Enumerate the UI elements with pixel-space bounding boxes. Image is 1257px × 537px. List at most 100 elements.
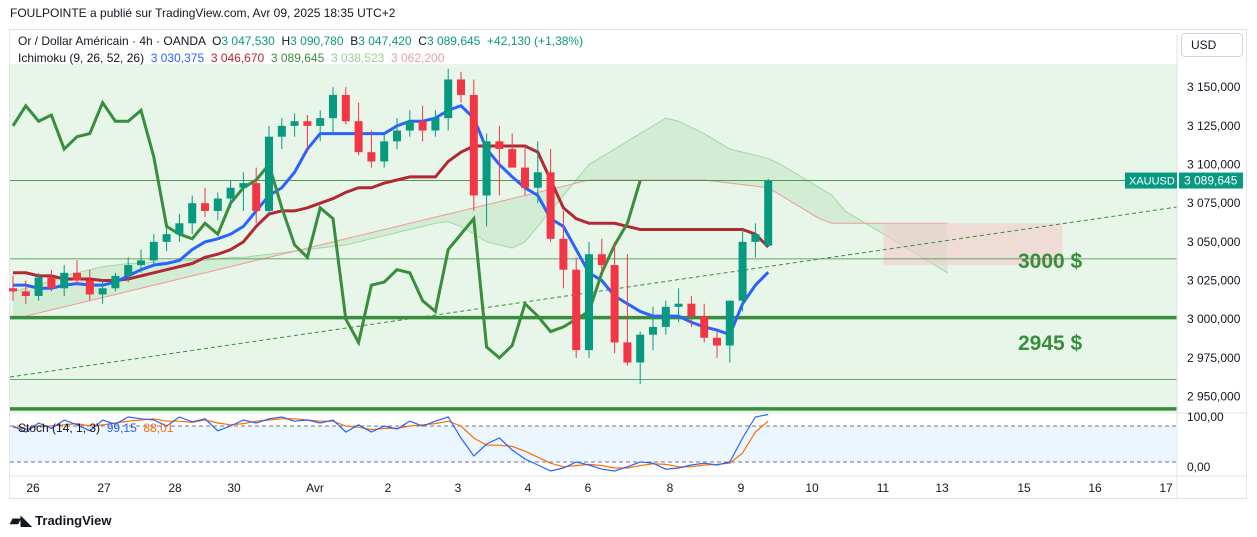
tradingview-logo[interactable]: ▰◣ TradingView [10, 512, 112, 529]
conversion-value: 3 030,375 [150, 51, 205, 65]
candle-body [457, 79, 465, 95]
candle-body [341, 94, 350, 122]
close-value: 3 089,645 [426, 34, 481, 48]
price-tick-label: 3 000,000 [1187, 312, 1241, 326]
ichimoku-cloud-future [883, 223, 1063, 266]
candle-body [149, 241, 158, 261]
price-tick-label: 2 975,000 [1187, 351, 1241, 365]
candle-body [444, 79, 453, 119]
candle-body [329, 94, 337, 119]
conversion-line [13, 104, 770, 337]
candle-body [751, 234, 760, 242]
price-tick-label: 3 100,000 [1187, 158, 1241, 172]
candle-body [623, 342, 632, 363]
open-value: 3 047,530 [221, 34, 275, 48]
candle-body [469, 94, 478, 196]
candle-body [60, 272, 69, 289]
candle-body [393, 130, 401, 142]
last-price-tag-bg [1179, 172, 1243, 189]
lagging-value: 3 089,645 [270, 51, 325, 65]
candle-body [559, 238, 568, 270]
candle-body [674, 303, 683, 307]
candle-body [738, 241, 747, 301]
price-tick-label: 2 950,000 [1187, 390, 1241, 404]
candle-body [277, 125, 286, 137]
time-tick-label: 30 [227, 481, 241, 495]
candle-body [418, 121, 427, 131]
candle-body [124, 265, 133, 276]
price-tick-label: 3 125,000 [1187, 119, 1241, 133]
trend-line [9, 206, 1178, 378]
lead2-value: 3 062,200 [391, 51, 445, 65]
candle-body [201, 203, 209, 211]
candle-body [367, 152, 376, 162]
candle-body [303, 121, 312, 126]
candle-body [111, 275, 120, 289]
stoch-k-value: 99,15 [106, 421, 137, 435]
time-tick-label: 13 [935, 481, 949, 495]
candle-body [85, 280, 94, 295]
candle-body [649, 326, 657, 335]
currency-button[interactable]: USD [1181, 33, 1243, 57]
close-label: C [418, 34, 427, 48]
candle-body [213, 198, 222, 211]
time-tick-label: 8 [667, 481, 674, 495]
low-label: B [350, 34, 359, 48]
time-tick-label: 28 [168, 481, 182, 495]
change-value: +42,130 (+1,38%) [487, 34, 584, 48]
time-tick-label: 2 [385, 481, 392, 495]
candle-body [226, 187, 235, 199]
candle-body [21, 291, 30, 296]
stoch-d-line [12, 418, 769, 469]
price-tick-label: 3 075,000 [1187, 196, 1241, 210]
candle-body [764, 180, 773, 246]
candle-body [188, 203, 197, 224]
symbol-tag-bg [1125, 172, 1177, 189]
candle-body [482, 141, 491, 196]
candle-body [610, 265, 619, 343]
time-tick-label: 26 [26, 481, 40, 495]
high-value: 3 090,780 [290, 34, 344, 48]
lagging-span [11, 99, 642, 360]
candle-body [137, 260, 145, 266]
ichimoku-legend: Ichimoku (9, 26, 52, 26) 3 030,375 3 046… [18, 51, 444, 65]
ichimoku-title[interactable]: Ichimoku (9, 26, 52, 26) [18, 51, 145, 65]
candle-body [252, 183, 261, 211]
chart-frame[interactable] [9, 29, 1247, 499]
symbol-tag: XAUUSD [1129, 176, 1175, 188]
candle-body [9, 288, 17, 292]
time-tick-label: 6 [585, 481, 592, 495]
candle-body [508, 149, 517, 168]
time-tick-label: 3 [455, 481, 462, 495]
candle-body [290, 121, 299, 126]
candle-body [354, 121, 363, 153]
publisher-caption: FOULPOINTE a publié sur TradingView.com,… [10, 6, 396, 20]
price-tick-label: 3 025,000 [1187, 274, 1241, 288]
symbol-title[interactable]: Or / Dollar Américain · 4h · OANDA [18, 34, 206, 48]
candle-body [597, 254, 606, 266]
base-value: 3 046,670 [210, 51, 265, 65]
open-label: O [212, 34, 222, 48]
stoch-band [10, 426, 1177, 462]
price-legend: Or / Dollar Américain · 4h · OANDA O3 04… [18, 34, 583, 48]
candle-body [725, 300, 734, 346]
candle-body [700, 316, 709, 338]
candle-body [34, 277, 43, 296]
candle-body [316, 118, 325, 126]
candle-body [713, 337, 721, 346]
annotation-2945: 2945 $ [1018, 332, 1083, 355]
stoch-tick-0: 0,00 [1187, 460, 1211, 474]
candle-body [661, 306, 670, 327]
time-tick-label: 10 [805, 481, 819, 495]
last-price-tag: 3 089,645 [1184, 174, 1238, 188]
candle-body [98, 288, 107, 295]
stoch-title[interactable]: Stoch (14, 1, 3) [18, 421, 101, 435]
candle-body [521, 167, 529, 188]
time-tick-label: 4 [525, 481, 532, 495]
stoch-tick-100: 100,00 [1187, 410, 1224, 424]
candle-body [175, 223, 184, 235]
time-tick-label: 27 [97, 481, 111, 495]
candle-body [533, 172, 542, 188]
candle-body [405, 121, 414, 131]
